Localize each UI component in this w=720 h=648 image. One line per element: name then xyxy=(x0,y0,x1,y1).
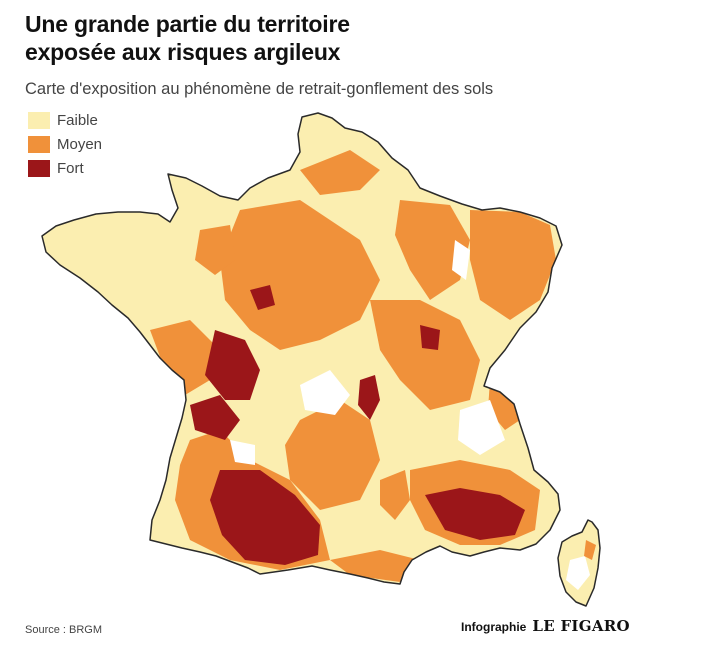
legend-item-faible: Faible xyxy=(28,108,102,132)
title-line-1: Une grande partie du territoire xyxy=(25,11,350,37)
zones-none xyxy=(230,240,505,465)
corse-moyen xyxy=(584,540,596,560)
title-line-2: exposée aux risques argileux xyxy=(25,39,341,65)
credit-label: Infographie xyxy=(461,620,527,634)
legend-swatch-fort xyxy=(28,159,50,177)
legend-label-faible: Faible xyxy=(57,111,98,129)
source-note: Source : BRGM xyxy=(25,624,103,636)
legend-label-fort: Fort xyxy=(57,159,84,177)
legend: Faible Moyen Fort xyxy=(28,108,102,180)
legend-item-moyen: Moyen xyxy=(28,132,102,156)
page-title: Une grande partie du territoire exposée … xyxy=(25,10,625,66)
zones-fort xyxy=(190,285,525,565)
subtitle: Carte d'exposition au phénomène de retra… xyxy=(25,80,494,98)
le-figaro-logo: LE FIGARO xyxy=(532,617,630,635)
corse-none xyxy=(566,556,590,590)
corse xyxy=(558,520,600,606)
legend-swatch-faible xyxy=(28,111,50,129)
legend-swatch-moyen xyxy=(28,135,50,153)
legend-label-moyen: Moyen xyxy=(57,135,103,153)
credit: Infographie LE FIGARO xyxy=(461,617,630,635)
legend-item-fort: Fort xyxy=(28,156,102,180)
